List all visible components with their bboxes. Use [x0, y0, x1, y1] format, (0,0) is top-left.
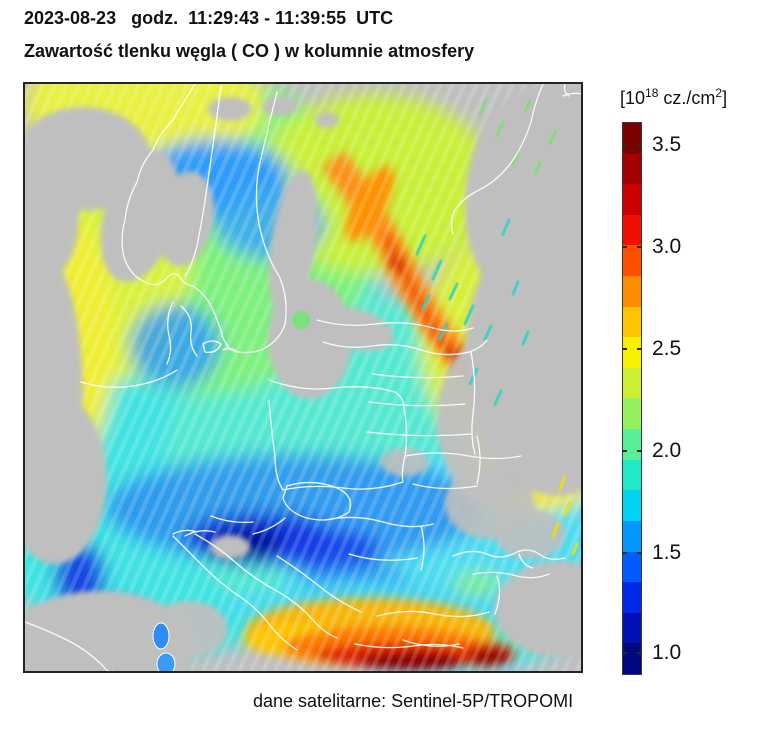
- colorbar-segment: [623, 367, 641, 399]
- colorbar-segment: [623, 520, 641, 552]
- colorbar-tick-label: 3.0: [652, 234, 682, 258]
- colorbar-segment: [623, 214, 641, 246]
- colorbar-segment: [623, 398, 641, 430]
- colorbar-segment: [623, 276, 641, 307]
- no-data-overlay: [25, 84, 581, 671]
- colorbar-segment: [623, 490, 641, 521]
- colorbar-segment: [623, 459, 641, 491]
- colorbar-tick-label: 2.5: [652, 336, 682, 360]
- colorbar-segment: [623, 123, 641, 154]
- unit-prefix: [10: [620, 88, 646, 108]
- colorbar-segment: [623, 337, 641, 368]
- data-source-caption: dane satelitarne: Sentinel-5P/TROPOMI: [253, 691, 574, 711]
- islands: [152, 311, 310, 671]
- map-canvas: [25, 84, 581, 671]
- colorbar-tick-label: 1.0: [652, 640, 682, 664]
- data-speckles: [415, 98, 579, 556]
- colorbar-tick-label: 3.5: [652, 133, 682, 157]
- colorbar-tick-label: 2.0: [652, 439, 682, 463]
- colorbar-segment: [623, 643, 641, 674]
- unit-exponent: 18: [645, 86, 659, 100]
- colorbar-segment: [623, 551, 641, 583]
- colorbar: [622, 122, 642, 675]
- unit-mid: cz./cm: [658, 88, 716, 108]
- colorbar-segment: [623, 153, 641, 185]
- coastline-borders: [25, 84, 581, 671]
- colorbar-segment: [623, 612, 641, 644]
- page-title: Zawartość tlenku węgla ( CO ) w kolumnie…: [24, 41, 475, 61]
- colorbar-unit-label: [1018 cz./cm2]: [620, 86, 727, 109]
- colorbar-segment: [623, 306, 641, 338]
- colorbar-segment: [623, 429, 641, 460]
- colorbar-segment: [623, 582, 641, 613]
- colorbar-segment: [623, 245, 641, 277]
- unit-suffix: ]: [722, 88, 728, 108]
- colorbar-tick-label: 1.5: [652, 540, 682, 564]
- colorbar-segment: [623, 184, 641, 215]
- timestamp-title: 2023-08-23 godz. 11:29:43 - 11:39:55 UTC: [24, 8, 394, 28]
- unit-exponent-2: 2: [715, 86, 723, 100]
- co-concentration-map: [23, 82, 583, 673]
